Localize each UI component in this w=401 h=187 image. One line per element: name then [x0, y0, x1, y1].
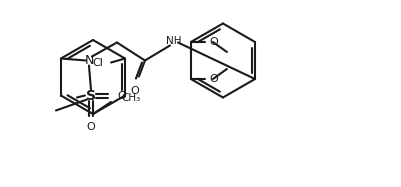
Text: O: O — [209, 74, 218, 84]
Text: CH₃: CH₃ — [121, 93, 140, 103]
Text: S: S — [86, 88, 96, 102]
Text: Cl: Cl — [92, 57, 103, 68]
Text: NH: NH — [166, 36, 182, 45]
Text: N: N — [84, 54, 94, 67]
Text: O: O — [209, 37, 218, 47]
Text: O: O — [87, 122, 95, 133]
Text: O: O — [131, 85, 139, 96]
Text: O: O — [117, 91, 126, 100]
